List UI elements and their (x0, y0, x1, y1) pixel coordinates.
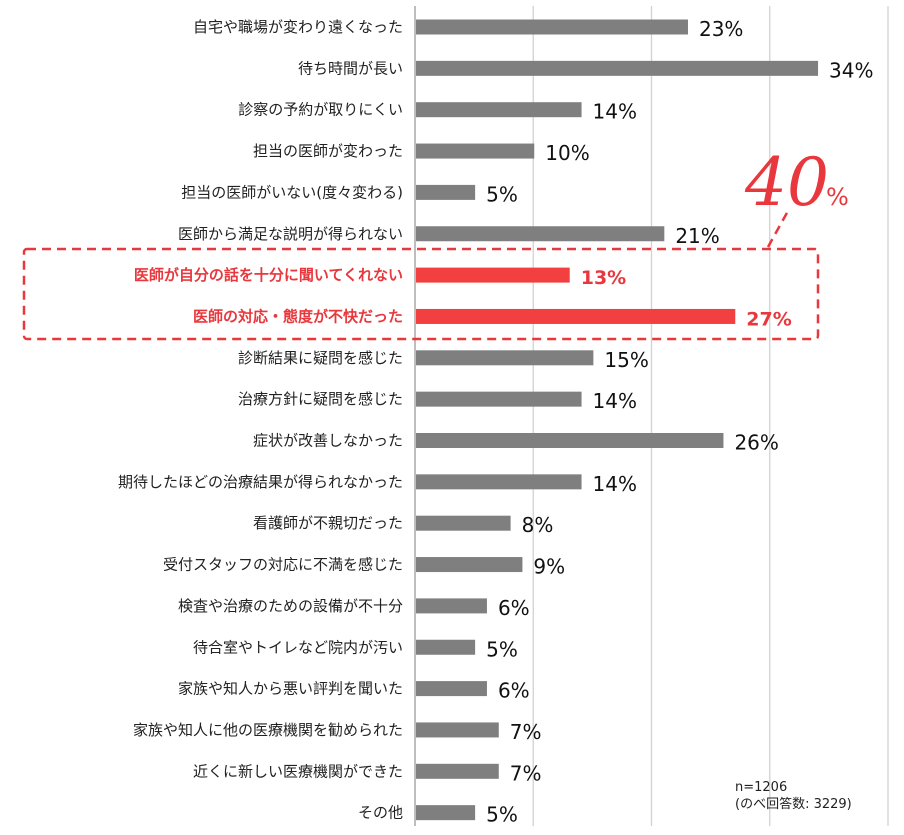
category-labels: 自宅や職場が変わり遠くなった待ち時間が長い診察の予約が取りにくい担当の医師が変わ… (118, 18, 403, 822)
category-label: 検査や治療のための設備が不十分 (178, 597, 403, 615)
bar (416, 19, 688, 35)
value-label: 7% (510, 761, 542, 785)
sample-size-note: n=1206 (735, 780, 787, 795)
value-label: 9% (533, 555, 565, 579)
bar (416, 557, 523, 573)
category-label: 担当の医師が変わった (253, 142, 403, 160)
value-label: 6% (498, 596, 530, 620)
value-label: 5% (486, 182, 518, 206)
value-label: 14% (593, 389, 637, 413)
category-label: 受付スタッフの対応に不満を感じた (163, 556, 403, 574)
value-label: 7% (510, 720, 542, 744)
value-label: 13% (581, 267, 626, 289)
category-label: 近くに新しい医療機関ができた (193, 762, 403, 780)
bar (416, 639, 476, 655)
category-label: 家族や知人に他の医療機関を勧められた (133, 721, 403, 739)
category-label: 医師の対応・態度が不快だった (193, 307, 403, 325)
value-label: 5% (486, 803, 518, 827)
category-label: 待合室やトイレなど院内が汚い (193, 638, 403, 656)
category-label: 待ち時間が長い (298, 59, 403, 77)
bar (416, 184, 476, 200)
category-label: 自宅や職場が変わり遠くなった (193, 18, 403, 36)
value-label: 26% (734, 431, 778, 455)
bar (416, 350, 594, 366)
value-label: 6% (498, 679, 530, 703)
bar (416, 102, 582, 118)
bar (416, 143, 535, 159)
annotation-number: 40 (744, 144, 829, 221)
category-label: 看護師が不親切だった (253, 514, 403, 532)
category-label: 家族や知人から悪い評判を聞いた (178, 680, 403, 698)
total-responses-note: (のべ回答数: 3229) (735, 796, 852, 812)
value-label: 27% (746, 308, 791, 330)
highlight-box (22, 247, 820, 341)
value-labels: 23%34%14%10%5%21%13%27%15%14%26%14%8%9%6… (486, 17, 873, 827)
category-label: 担当の医師がいない(度々変わる) (181, 183, 403, 201)
value-label: 21% (675, 224, 719, 248)
bars (416, 19, 819, 821)
category-label: 期待したほどの治療結果が得られなかった (118, 473, 403, 491)
bar (416, 763, 499, 779)
category-label: その他 (358, 804, 403, 822)
bar (416, 598, 487, 614)
category-label: 医師が自分の話を十分に聞いてくれない (134, 266, 403, 284)
value-label: 10% (545, 141, 589, 165)
value-label: 5% (486, 637, 518, 661)
bar (416, 60, 819, 76)
bar (416, 308, 736, 324)
grid-lines (414, 6, 889, 826)
value-label: 14% (593, 472, 637, 496)
bar (416, 391, 582, 407)
category-label: 治療方針に疑問を感じた (238, 390, 403, 408)
bar (416, 805, 476, 821)
value-label: 23% (699, 17, 743, 41)
bar (416, 267, 570, 283)
category-label: 診断結果に疑問を感じた (238, 349, 403, 367)
category-label: 診察の予約が取りにくい (238, 101, 403, 119)
bar (416, 433, 724, 448)
bar (416, 681, 487, 697)
annotation-connector (766, 210, 790, 248)
annotation-unit: % (826, 183, 849, 211)
value-label: 15% (604, 348, 648, 372)
value-label: 14% (593, 100, 637, 124)
bar (416, 226, 665, 242)
category-label: 医師から満足な説明が得られない (178, 225, 403, 243)
value-label: 34% (829, 58, 873, 82)
bar (416, 722, 499, 738)
bar (416, 474, 582, 490)
category-label: 症状が改善しなかった (253, 432, 403, 450)
value-label: 8% (522, 513, 554, 537)
bar (416, 515, 511, 531)
